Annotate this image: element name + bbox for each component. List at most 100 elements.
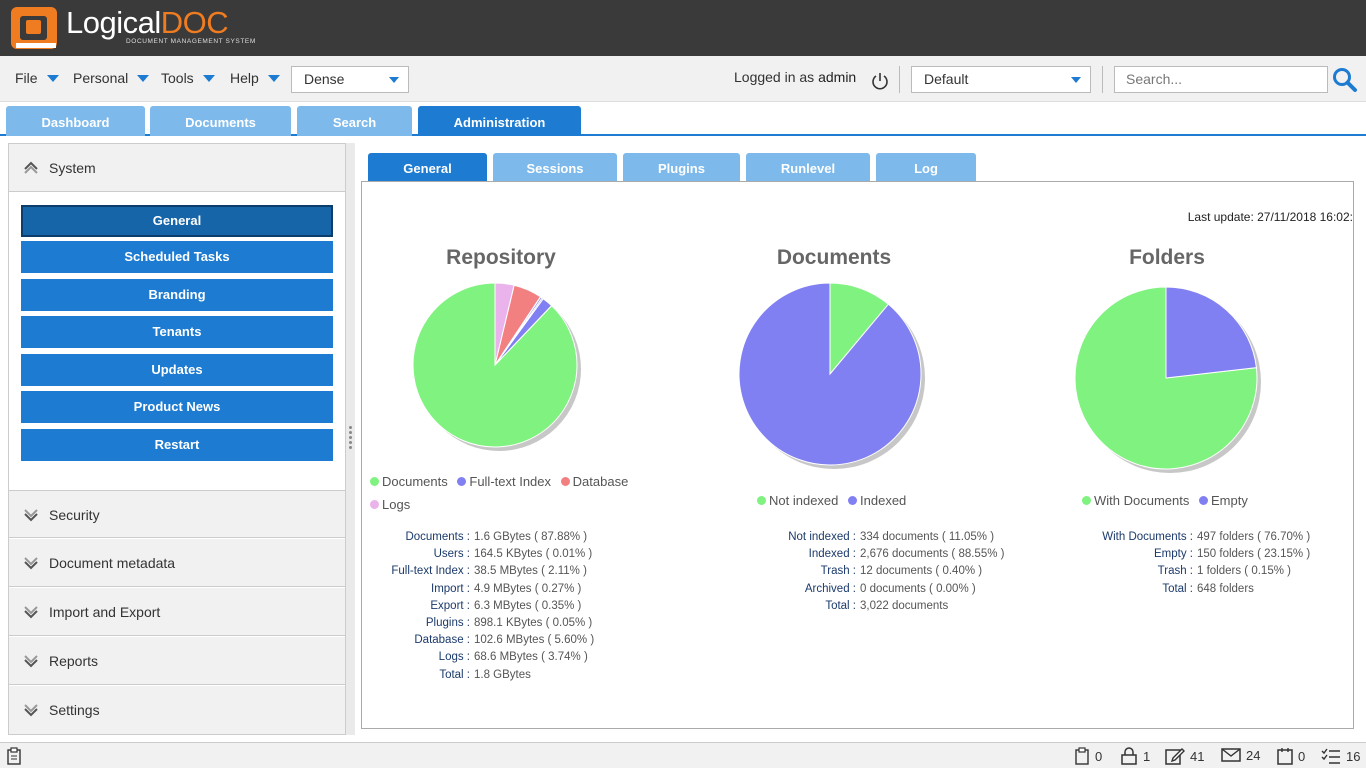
stat-label: Full-text Index : xyxy=(391,565,470,578)
stat-label: Database : xyxy=(414,634,470,647)
subtab-plugins[interactable]: Plugins xyxy=(623,153,740,182)
stat-value: 898.1 KBytes ( 0.05% ) xyxy=(474,617,593,630)
chevron-down-icon xyxy=(24,704,38,717)
status-locked-count: 1 xyxy=(1143,748,1151,764)
search-icon[interactable] xyxy=(1332,67,1358,93)
section-security-label: Security xyxy=(49,507,100,523)
chart-title-documents: Documents xyxy=(776,246,892,269)
status-events-count: 0 xyxy=(1298,748,1306,764)
logo-text-accent: DOC xyxy=(160,5,229,40)
stat-value: 0 documents ( 0.00% ) xyxy=(860,582,976,595)
workspace-select[interactable]: Default xyxy=(911,66,1091,93)
status-messages[interactable]: 24 xyxy=(1221,747,1260,763)
sidebar-item-tenants[interactable]: Tenants xyxy=(21,316,333,348)
stat-row: Import : 4.9 MBytes ( 0.27% ) xyxy=(362,581,594,598)
chevron-down-icon xyxy=(1071,77,1081,83)
clipboard-list-icon[interactable] xyxy=(6,747,22,765)
menu-personal[interactable]: Personal xyxy=(73,70,150,86)
stat-label: Trash : xyxy=(820,565,856,578)
edit-icon xyxy=(1165,748,1185,765)
section-reports-label: Reports xyxy=(49,653,99,669)
sidebar-item-restart[interactable]: Restart xyxy=(21,429,333,461)
tab-dashboard[interactable]: Dashboard xyxy=(6,106,145,136)
folders-pie-chart xyxy=(1074,286,1261,473)
tab-search[interactable]: Search xyxy=(297,106,412,136)
stat-row: Total : 1.8 GBytes xyxy=(362,667,594,684)
divider xyxy=(1102,66,1103,93)
repository-legend: Documents Full-text Index Database Logs xyxy=(370,470,670,516)
stat-label: Total : xyxy=(825,599,856,612)
legend-label: Not indexed xyxy=(769,493,839,508)
logical-doc-logo[interactable]: LogicalDOC DOCUMENT MANAGEMENT SYSTEM xyxy=(10,6,256,50)
last-update: Last update: 27/11/2018 16:02: xyxy=(1187,210,1353,224)
section-system-header[interactable]: System xyxy=(9,144,345,192)
legend-dot xyxy=(1199,496,1208,505)
stat-value: 1.6 GBytes ( 87.88% ) xyxy=(474,531,588,543)
search-input[interactable]: Search... xyxy=(1114,66,1328,93)
legend-dot xyxy=(370,477,379,486)
sidebar-item-updates[interactable]: Updates xyxy=(21,354,333,386)
section-reports-header[interactable]: Reports xyxy=(9,637,345,685)
menu-tools[interactable]: Tools xyxy=(161,70,215,86)
stat-row: Plugins : 898.1 KBytes ( 0.05% ) xyxy=(362,615,594,632)
stat-label: With Documents : xyxy=(1102,531,1193,543)
density-select[interactable]: Dense xyxy=(291,66,409,93)
subtab-runlevel[interactable]: Runlevel xyxy=(746,153,870,182)
stat-row: Trash : 1 folders ( 0.15% ) xyxy=(1052,563,1310,580)
tab-documents[interactable]: Documents xyxy=(150,106,291,136)
subtab-log[interactable]: Log xyxy=(876,153,976,182)
sidebar-item-product-news[interactable]: Product News xyxy=(21,391,333,423)
menu-file[interactable]: File xyxy=(15,70,59,86)
tab-administration[interactable]: Administration xyxy=(418,106,581,136)
legend-label: Full-text Index xyxy=(469,474,552,489)
legend-item: Empty xyxy=(1199,493,1248,508)
chart-title-folders: Folders xyxy=(1129,246,1205,269)
grip-dot xyxy=(349,426,352,429)
chevron-down-icon xyxy=(24,509,38,522)
chevron-down-icon xyxy=(46,74,59,82)
sidebar-item-general[interactable]: General xyxy=(21,205,333,237)
repository-pie-chart xyxy=(412,282,581,451)
status-checked-out[interactable]: 41 xyxy=(1165,747,1204,765)
legend-item: Full-text Index xyxy=(457,470,551,493)
sidebar-item-branding[interactable]: Branding xyxy=(21,279,333,311)
stat-row: Export : 6.3 MBytes ( 0.35% ) xyxy=(362,598,594,615)
status-locked[interactable]: 1 xyxy=(1120,747,1150,765)
stat-row: Archived : 0 documents ( 0.00% ) xyxy=(742,581,1004,598)
divider xyxy=(899,66,900,93)
stat-label: Not indexed : xyxy=(788,531,856,543)
stat-label: Total : xyxy=(439,668,470,681)
subtab-general[interactable]: General xyxy=(368,153,487,182)
legend-dot xyxy=(560,477,570,486)
chevron-down-icon xyxy=(24,655,38,668)
sidebar-splitter[interactable] xyxy=(346,143,355,735)
stat-value: 3,022 documents xyxy=(860,599,949,612)
pie-slice-indexed xyxy=(738,282,922,466)
menu-tools-label: Tools xyxy=(161,70,194,86)
sidebar-item-scheduled-tasks[interactable]: Scheduled Tasks xyxy=(21,241,333,273)
legend-item: Not indexed xyxy=(757,493,838,508)
pie-slice-logs xyxy=(494,282,515,366)
logged-in-user: admin xyxy=(818,69,857,85)
status-bar: 0 1 41 24 0 16 xyxy=(0,742,1366,768)
stat-row: With Documents : 497 folders ( 76.70% ) xyxy=(1052,529,1310,546)
section-import-export-header[interactable]: Import and Export xyxy=(9,588,345,636)
documents-legend: Not indexed Indexed xyxy=(757,493,1007,508)
app-header: LogicalDOC DOCUMENT MANAGEMENT SYSTEM xyxy=(0,0,1366,56)
status-events[interactable]: 0 xyxy=(1277,747,1305,765)
section-security-header[interactable]: Security xyxy=(9,490,345,538)
stat-value: 334 documents ( 11.05% ) xyxy=(860,531,995,543)
status-clipboard[interactable]: 0 xyxy=(1074,747,1102,765)
stat-value: 6.3 MBytes ( 0.35% ) xyxy=(474,599,582,612)
menu-help[interactable]: Help xyxy=(230,70,280,86)
menu-personal-label: Personal xyxy=(73,70,129,86)
stat-row: Total : 3,022 documents xyxy=(742,598,1004,615)
status-tasks[interactable]: 16 xyxy=(1321,747,1360,765)
power-icon[interactable] xyxy=(870,71,890,91)
chevron-down-icon xyxy=(24,606,38,619)
menu-file-label: File xyxy=(15,70,38,86)
subtab-sessions[interactable]: Sessions xyxy=(493,153,617,182)
stat-label: Empty : xyxy=(1154,548,1193,561)
section-settings-header[interactable]: Settings xyxy=(9,686,345,734)
section-document-metadata-header[interactable]: Document metadata xyxy=(9,539,345,587)
